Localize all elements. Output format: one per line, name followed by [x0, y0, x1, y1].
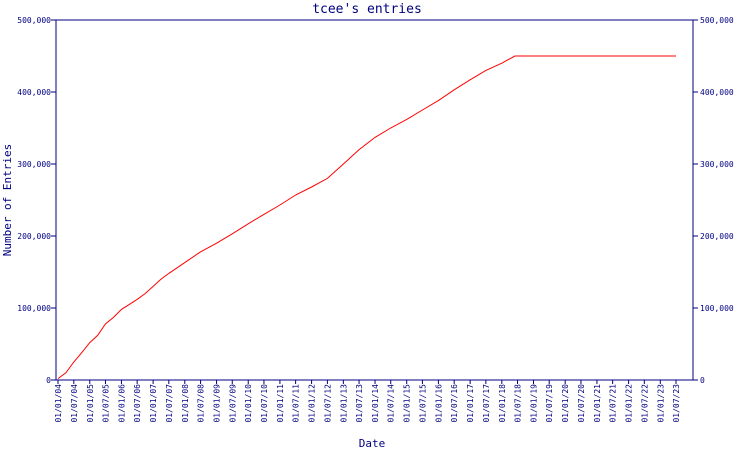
x-tick-label: 01/01/18 [498, 384, 507, 423]
x-tick-label: 01/01/11 [276, 384, 285, 423]
y-tick-label-right: 200,000 [700, 232, 734, 241]
x-tick-label: 01/01/06 [117, 384, 126, 423]
x-tick-label: 01/07/21 [609, 384, 618, 423]
y-tick-label-left: 400,000 [17, 88, 51, 97]
y-ticks-right: 0 100,000 200,000 300,000 400,000 500,000 [693, 16, 734, 385]
y-tick-label-right: 100,000 [700, 304, 734, 313]
x-tick-label: 01/01/09 [213, 384, 222, 423]
x-tick-label: 01/01/13 [339, 384, 348, 423]
x-tick-label: 01/01/10 [244, 384, 253, 423]
x-tick-label: 01/07/19 [545, 384, 554, 423]
x-tick-label: 01/01/08 [181, 384, 190, 423]
x-tick-label: 01/01/23 [656, 384, 665, 423]
y-ticks-left: 0 100,000 200,000 300,000 400,000 500,000 [17, 16, 56, 385]
x-tick-label: 01/07/08 [197, 384, 206, 423]
x-tick-label: 01/01/15 [403, 384, 412, 423]
x-tick-label: 01/01/16 [434, 384, 443, 423]
y-tick-label-right: 500,000 [700, 16, 734, 25]
x-tick-label: 01/01/22 [625, 384, 634, 423]
x-tick-label: 01/01/14 [371, 384, 380, 423]
x-tick-label: 01/07/20 [577, 384, 586, 423]
x-tick-label: 01/07/15 [418, 384, 427, 423]
y-tick-label-left: 200,000 [17, 232, 51, 241]
x-tick-label: 01/07/13 [355, 384, 364, 423]
x-tick-label: 01/01/19 [529, 384, 538, 423]
x-tick-label: 01/01/21 [593, 384, 602, 423]
y-tick-label-left: 100,000 [17, 304, 51, 313]
x-tick-label: 01/07/23 [672, 384, 681, 423]
x-tick-label: 01/07/05 [101, 384, 110, 423]
x-tick-label: 01/07/06 [133, 384, 142, 423]
x-tick-label: 01/07/10 [260, 384, 269, 423]
y-tick-label-left: 0 [46, 376, 51, 385]
x-tick-label: 01/07/22 [640, 384, 649, 423]
x-tick-label: 01/01/12 [308, 384, 317, 423]
y-tick-label-right: 400,000 [700, 88, 734, 97]
x-axis-label: Date [359, 437, 386, 450]
y-tick-label-right: 300,000 [700, 160, 734, 169]
x-tick-label: 01/07/04 [70, 384, 79, 423]
x-tick-label: 01/01/17 [466, 384, 475, 423]
x-tick-label: 01/01/05 [86, 384, 95, 423]
y-tick-label-left: 500,000 [17, 16, 51, 25]
entries-series-line [57, 55, 676, 380]
x-tick-label: 01/07/17 [482, 384, 491, 423]
x-tick-label: 01/01/20 [561, 384, 570, 423]
plot-frame [55, 19, 694, 381]
x-tick-label: 01/07/09 [228, 384, 237, 423]
y-tick-label-right: 0 [700, 376, 705, 385]
y-axis-label: Number of Entries [1, 144, 14, 257]
chart-title: tcee's entries [312, 2, 422, 17]
x-tick-label: 01/07/07 [165, 384, 174, 423]
x-tick-label: 01/07/12 [323, 384, 332, 423]
x-tick-label: 01/07/14 [387, 384, 396, 423]
x-tick-label: 01/07/18 [514, 384, 523, 423]
x-tick-label: 01/07/16 [450, 384, 459, 423]
y-tick-label-left: 300,000 [17, 160, 51, 169]
x-tick-label: 01/01/07 [149, 384, 158, 423]
x-tick-label: 01/01/04 [54, 384, 63, 423]
x-ticks: 01/01/04 01/07/04 01/01/05 01/07/05 01/01/06… [54, 380, 681, 423]
x-tick-label: 01/07/11 [292, 384, 301, 423]
